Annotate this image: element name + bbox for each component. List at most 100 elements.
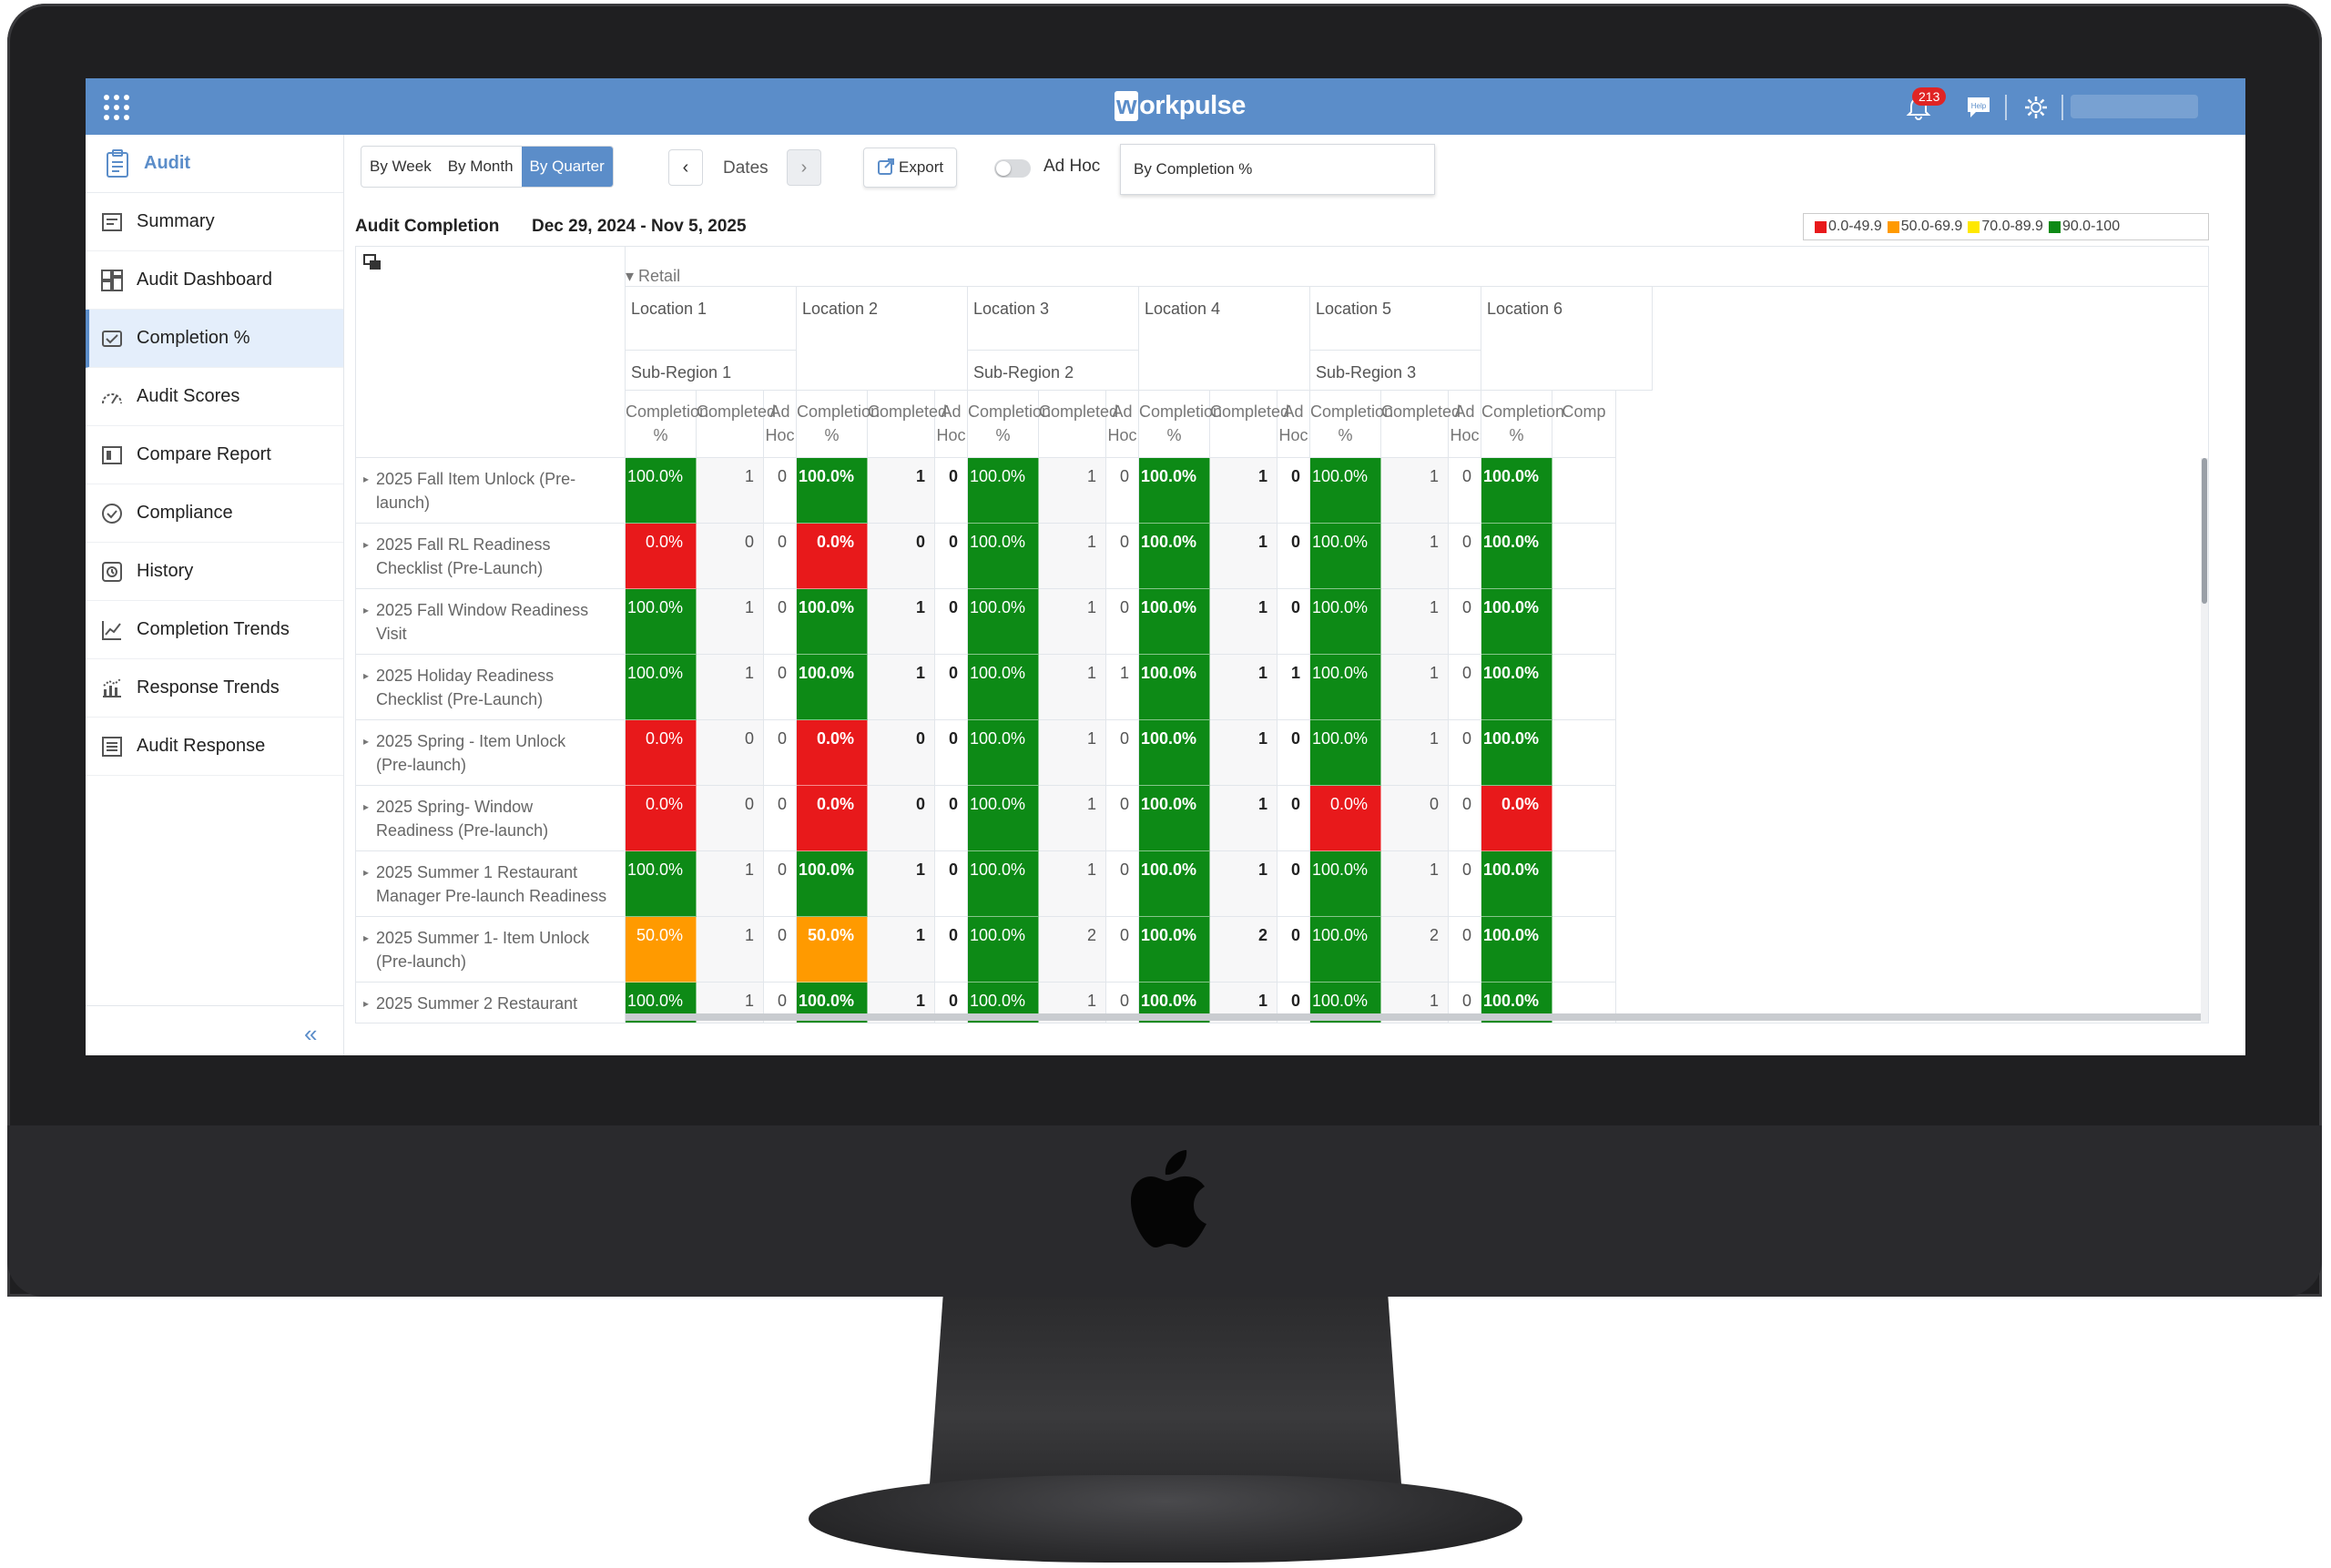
adhoc-count-cell[interactable]: 0	[1106, 524, 1139, 589]
sidebar-item-completion[interactable]: Completion %	[86, 310, 343, 368]
completed-count-cell[interactable]: 0	[697, 786, 764, 851]
completion-percent-cell[interactable]: 100.0%	[1481, 458, 1552, 524]
subregion-header[interactable]: Sub-Region 3	[1310, 351, 1481, 391]
vertical-scrollbar[interactable]	[2201, 458, 2208, 1023]
completed-count-cell[interactable]	[1552, 786, 1616, 851]
adhoc-count-cell[interactable]: 0	[764, 786, 797, 851]
completed-count-cell[interactable]: 0	[1381, 786, 1449, 851]
table-row-name[interactable]: 2025 Fall Item Unlock (Pre-launch)	[356, 458, 626, 524]
adhoc-count-cell[interactable]: 0	[764, 851, 797, 917]
completion-col-header[interactable]: Completion%	[1139, 391, 1222, 458]
completion-percent-cell[interactable]: 100.0%	[797, 851, 868, 917]
completed-count-cell[interactable]: 1	[697, 589, 764, 655]
completed-count-cell[interactable]: 0	[868, 524, 935, 589]
sidebar-item-audit-scores[interactable]: Audit Scores	[86, 368, 343, 426]
adhoc-count-cell[interactable]: 0	[764, 983, 797, 1023]
adhoc-count-cell[interactable]: 0	[935, 524, 968, 589]
completion-percent-cell[interactable]: 100.0%	[1310, 458, 1381, 524]
completion-percent-cell[interactable]: 50.0%	[797, 917, 868, 983]
adhoc-count-cell[interactable]: 0	[935, 720, 968, 786]
completion-col-header[interactable]: Completion%	[626, 391, 708, 458]
completion-percent-cell[interactable]: 0.0%	[797, 786, 868, 851]
adhoc-count-cell[interactable]: 0	[1106, 983, 1139, 1023]
completed-count-cell[interactable]: 1	[1039, 524, 1106, 589]
adhoc-count-cell[interactable]: 0	[1449, 655, 1481, 720]
completed-count-cell[interactable]	[1552, 983, 1616, 1023]
sidebar-item-audit-dashboard[interactable]: Audit Dashboard	[86, 251, 343, 310]
adhoc-count-cell[interactable]: 0	[764, 524, 797, 589]
completion-percent-cell[interactable]: 100.0%	[1310, 917, 1381, 983]
completion-percent-cell[interactable]: 100.0%	[968, 851, 1039, 917]
completed-count-cell[interactable]: 1	[1210, 524, 1277, 589]
completed-count-cell[interactable]: 1	[697, 917, 764, 983]
table-row-name[interactable]: 2025 Spring- Window Readiness (Pre-launch…	[356, 786, 626, 851]
completed-count-cell[interactable]	[1552, 851, 1616, 917]
subregion-header[interactable]: Sub-Region 1	[626, 351, 797, 391]
table-row-name[interactable]: 2025 Holiday Readiness Checklist (Pre-Lau…	[356, 655, 626, 720]
completed-count-cell[interactable]: 1	[1039, 589, 1106, 655]
sort-dropdown[interactable]: By Completion %	[1120, 144, 1435, 195]
sidebar-item-completion-trends[interactable]: Completion Trends	[86, 601, 343, 659]
adhoc-count-cell[interactable]: 0	[1449, 983, 1481, 1023]
completion-percent-cell[interactable]: 100.0%	[1481, 851, 1552, 917]
settings-gear-icon[interactable]	[2023, 95, 2049, 120]
subregion-header[interactable]: Sub-Region 2	[968, 351, 1139, 391]
completion-percent-cell[interactable]: 100.0%	[1481, 655, 1552, 720]
completed-col-header[interactable]: Completed	[868, 391, 947, 458]
adhoc-count-cell[interactable]: 0	[1449, 524, 1481, 589]
completed-count-cell[interactable]: 1	[868, 851, 935, 917]
completed-count-cell[interactable]: 1	[1210, 458, 1277, 524]
completion-percent-cell[interactable]: 0.0%	[797, 720, 868, 786]
column-chooser-icon[interactable]	[363, 254, 383, 272]
adhoc-count-cell[interactable]: 0	[1277, 983, 1310, 1023]
completion-percent-cell[interactable]: 100.0%	[1310, 589, 1381, 655]
adhoc-count-cell[interactable]: 0	[1277, 786, 1310, 851]
adhoc-count-cell[interactable]: 0	[1106, 720, 1139, 786]
horizontal-scrollbar[interactable]	[626, 1013, 2201, 1021]
completed-count-cell[interactable]: 1	[1381, 589, 1449, 655]
completed-count-cell[interactable]: 1	[1381, 851, 1449, 917]
completion-percent-cell[interactable]: 100.0%	[1310, 720, 1381, 786]
adhoc-count-cell[interactable]: 0	[1277, 589, 1310, 655]
location-header[interactable]: Location 5	[1310, 287, 1481, 351]
adhoc-count-cell[interactable]: 0	[1449, 589, 1481, 655]
table-row-name[interactable]: 2025 Summer 1 Restaurant Manager Pre-laun…	[356, 851, 626, 917]
completed-col-header[interactable]: Completed	[1381, 391, 1461, 458]
completion-percent-cell[interactable]: 100.0%	[626, 851, 697, 917]
completion-col-header[interactable]: Completion%	[1481, 391, 1564, 458]
adhoc-count-cell[interactable]: 0	[935, 983, 968, 1023]
adhoc-count-cell[interactable]: 0	[1106, 589, 1139, 655]
location-header[interactable]: Location 1	[626, 287, 797, 351]
completed-count-cell[interactable]: 1	[1210, 720, 1277, 786]
completed-count-cell[interactable]: 1	[697, 458, 764, 524]
completion-percent-cell[interactable]: 100.0%	[968, 786, 1039, 851]
completion-percent-cell[interactable]: 100.0%	[1481, 917, 1552, 983]
completion-percent-cell[interactable]: 0.0%	[1481, 786, 1552, 851]
by-quarter-button[interactable]: By Quarter	[521, 147, 613, 187]
completed-count-cell[interactable]: 2	[1210, 917, 1277, 983]
completed-count-cell[interactable]	[1552, 458, 1616, 524]
completion-percent-cell[interactable]: 100.0%	[626, 589, 697, 655]
adhoc-toggle[interactable]	[994, 159, 1031, 178]
completed-col-header[interactable]: Comp	[1552, 391, 1616, 458]
adhoc-count-cell[interactable]: 0	[1449, 720, 1481, 786]
completion-percent-cell[interactable]: 100.0%	[626, 655, 697, 720]
completion-percent-cell[interactable]: 100.0%	[1139, 917, 1210, 983]
adhoc-count-cell[interactable]: 0	[1277, 458, 1310, 524]
adhoc-col-header[interactable]: Ad Hoc	[1106, 391, 1139, 458]
completed-count-cell[interactable]: 1	[1039, 851, 1106, 917]
adhoc-count-cell[interactable]: 0	[1277, 524, 1310, 589]
sidebar-item-compliance[interactable]: Compliance	[86, 484, 343, 543]
completed-col-header[interactable]: Completed	[697, 391, 776, 458]
adhoc-count-cell[interactable]: 0	[764, 458, 797, 524]
location-header[interactable]: Location 3	[968, 287, 1139, 351]
completion-percent-cell[interactable]: 100.0%	[1139, 720, 1210, 786]
adhoc-count-cell[interactable]: 0	[1106, 786, 1139, 851]
completed-count-cell[interactable]: 0	[868, 786, 935, 851]
completion-percent-cell[interactable]: 0.0%	[1310, 786, 1381, 851]
location-header[interactable]: Location 6	[1481, 287, 1653, 391]
adhoc-count-cell[interactable]: 0	[935, 458, 968, 524]
completed-count-cell[interactable]: 0	[868, 720, 935, 786]
adhoc-count-cell[interactable]: 0	[1449, 917, 1481, 983]
sidebar-header[interactable]: Audit	[86, 135, 343, 193]
